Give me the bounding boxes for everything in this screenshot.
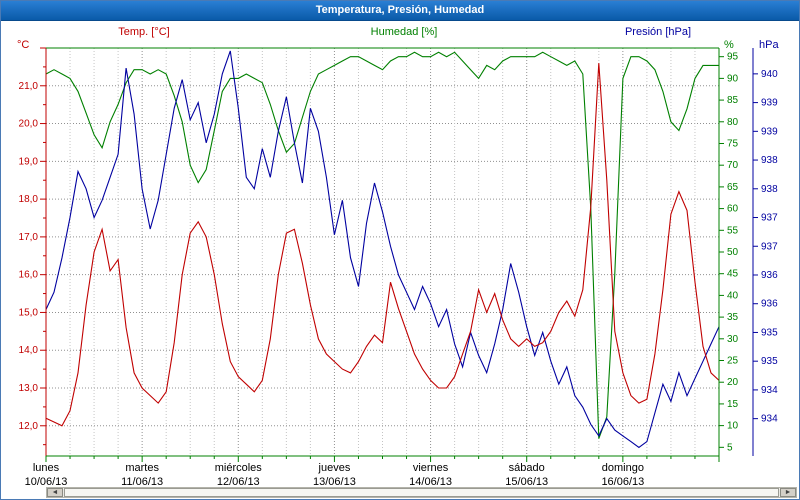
svg-text:14/06/13: 14/06/13	[409, 476, 452, 488]
svg-text:936: 936	[761, 299, 778, 310]
svg-text:60: 60	[727, 204, 739, 215]
scroll-left-button[interactable]: ◄	[47, 488, 63, 497]
svg-text:80: 80	[727, 117, 739, 128]
legend-temperature: Temp. [°C]	[118, 26, 170, 38]
svg-text:19,0: 19,0	[19, 156, 39, 167]
svg-text:934: 934	[761, 385, 778, 396]
svg-text:viernes: viernes	[413, 462, 449, 474]
svg-text:15,0: 15,0	[19, 307, 39, 318]
svg-text:15: 15	[727, 399, 739, 410]
svg-text:30: 30	[727, 334, 739, 345]
svg-text:939: 939	[761, 126, 778, 137]
svg-text:935: 935	[761, 356, 778, 367]
svg-text:21,0: 21,0	[19, 81, 39, 92]
svg-text:938: 938	[761, 155, 778, 166]
svg-text:10: 10	[727, 421, 739, 432]
svg-text:11/06/13: 11/06/13	[121, 476, 163, 488]
svg-text:35: 35	[727, 312, 739, 323]
svg-text:70: 70	[727, 160, 739, 171]
svg-text:domingo: domingo	[602, 462, 644, 474]
svg-text:937: 937	[761, 241, 778, 252]
svg-text:25: 25	[727, 356, 739, 367]
svg-text:50: 50	[727, 247, 739, 258]
svg-text:14,0: 14,0	[19, 345, 39, 356]
svg-text:5: 5	[727, 442, 733, 453]
legend-humidity: Humedad [%]	[370, 26, 438, 38]
scroll-right-icon: ►	[784, 489, 792, 496]
page-title: Temperatura, Presión, Humedad	[315, 4, 485, 16]
title-bar: Temperatura, Presión, Humedad	[1, 1, 799, 21]
svg-text:lunes: lunes	[33, 462, 60, 474]
horizontal-scrollbar[interactable]: ◄ ►	[46, 487, 797, 498]
svg-text:15/06/13: 15/06/13	[505, 476, 548, 488]
svg-text:20,0: 20,0	[19, 119, 39, 130]
svg-text:martes: martes	[125, 462, 159, 474]
svg-text:12/06/13: 12/06/13	[217, 476, 260, 488]
svg-text:940: 940	[761, 69, 778, 80]
svg-text:45: 45	[727, 269, 739, 280]
svg-text:939: 939	[761, 98, 778, 109]
svg-text:95: 95	[727, 52, 739, 63]
svg-text:13/06/13: 13/06/13	[313, 476, 356, 488]
legend-pressure: Presión [hPa]	[624, 26, 692, 38]
pressure-axis-unit: hPa	[759, 39, 779, 51]
svg-text:75: 75	[727, 138, 739, 149]
svg-text:936: 936	[761, 270, 778, 281]
scroll-left-icon: ◄	[51, 489, 59, 496]
svg-text:16/06/13: 16/06/13	[601, 476, 644, 488]
svg-text:90: 90	[727, 73, 739, 84]
svg-text:16,0: 16,0	[19, 270, 39, 281]
svg-text:12,0: 12,0	[19, 421, 39, 432]
svg-text:937: 937	[761, 213, 778, 224]
humidity-axis-unit: %	[724, 39, 734, 51]
svg-text:20: 20	[727, 377, 739, 388]
scrollbar-thumb[interactable]	[64, 488, 779, 497]
svg-text:sábado: sábado	[509, 462, 545, 474]
temperature-axis-unit: °C	[17, 39, 30, 51]
svg-text:65: 65	[727, 182, 739, 193]
scroll-right-button[interactable]: ►	[780, 488, 796, 497]
svg-text:40: 40	[727, 290, 739, 301]
svg-text:935: 935	[761, 327, 778, 338]
svg-text:938: 938	[761, 184, 778, 195]
svg-text:jueves: jueves	[318, 462, 351, 474]
svg-text:13,0: 13,0	[19, 383, 39, 394]
svg-text:934: 934	[761, 414, 778, 425]
svg-text:85: 85	[727, 95, 739, 106]
svg-text:miércoles: miércoles	[215, 462, 263, 474]
svg-text:10/06/13: 10/06/13	[25, 476, 68, 488]
svg-text:55: 55	[727, 225, 739, 236]
svg-text:18,0: 18,0	[19, 194, 39, 205]
svg-text:17,0: 17,0	[19, 232, 39, 243]
